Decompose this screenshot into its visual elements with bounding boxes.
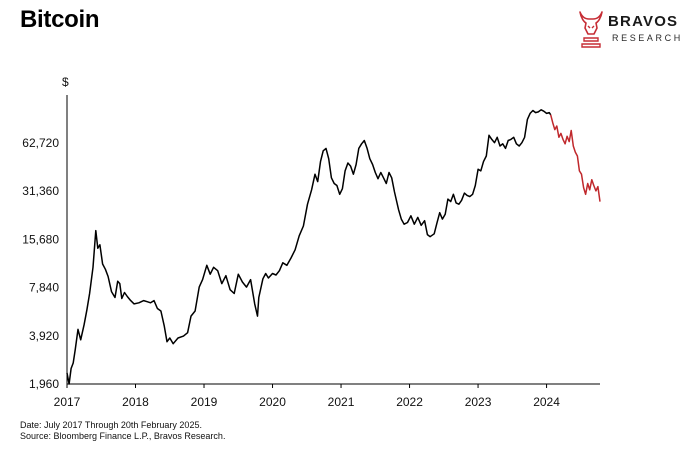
y-tick-label: 15,680 bbox=[22, 232, 59, 246]
y-tick-group: 1,960 3,920 7,840 15,680 31,360 62,720 bbox=[22, 136, 59, 391]
x-tick-label: 2020 bbox=[259, 395, 286, 409]
chart-footer: Date: July 2017 Through 20th February 20… bbox=[20, 420, 225, 442]
line-chart: $ 1,960 3,920 7,840 15,680 31,360 62,720 2017… bbox=[22, 75, 601, 409]
brand-logo: BRAVOS RESEARCH bbox=[576, 8, 680, 52]
brand-subtitle: RESEARCH bbox=[612, 33, 680, 43]
y-tick-label: 31,360 bbox=[22, 184, 59, 198]
price-line-historical bbox=[66, 109, 552, 385]
x-tick-label: 2018 bbox=[122, 395, 149, 409]
x-tick-label: 2024 bbox=[533, 395, 560, 409]
chart-title: Bitcoin bbox=[20, 6, 100, 33]
price-line-projection bbox=[549, 114, 601, 202]
date-note: Date: July 2017 Through 20th February 20… bbox=[20, 420, 202, 430]
brand-name: BRAVOS bbox=[608, 13, 679, 30]
series-group bbox=[66, 109, 601, 385]
y-tick-label: 62,720 bbox=[22, 136, 59, 150]
y-tick-label: 3,920 bbox=[29, 329, 59, 343]
y-tick-label: 1,960 bbox=[29, 377, 59, 391]
x-tick-label: 2017 bbox=[54, 395, 81, 409]
x-tick-label: 2023 bbox=[465, 395, 492, 409]
bull-logo-icon bbox=[579, 11, 603, 48]
x-tick-label: 2021 bbox=[328, 395, 355, 409]
y-axis-label: $ bbox=[62, 75, 69, 89]
source-note: Source: Bloomberg Finance L.P., Bravos R… bbox=[20, 431, 226, 441]
x-tick-label: 2022 bbox=[396, 395, 423, 409]
y-tick-label: 7,840 bbox=[29, 281, 59, 295]
x-tick-label: 2019 bbox=[191, 395, 218, 409]
x-tick-group: 2017 2018 2019 2020 2021 2022 2023 2024 bbox=[54, 384, 560, 409]
